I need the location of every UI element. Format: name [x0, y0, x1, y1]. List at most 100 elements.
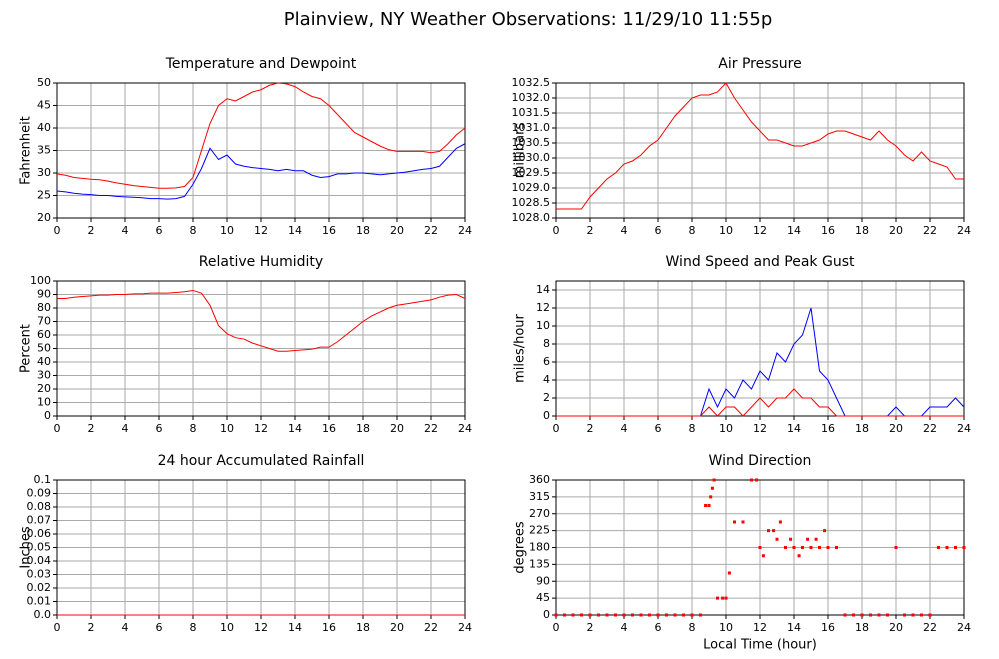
data-point [554, 613, 558, 617]
data-point [784, 546, 787, 549]
y-tick-label: 80 [37, 301, 51, 314]
x-tick-label: 4 [621, 224, 628, 237]
data-point [571, 613, 575, 617]
y-tick-label: 0 [543, 409, 550, 422]
data-point [605, 613, 609, 617]
x-tick-label: 0 [553, 621, 560, 634]
x-tick-label: 6 [156, 224, 163, 237]
x-tick-label: 22 [424, 224, 438, 237]
data-point [886, 613, 889, 617]
y-tick-label: 180 [529, 541, 550, 554]
data-point [699, 613, 702, 617]
x-tick-label: 22 [424, 621, 438, 634]
x-tick-label: 8 [689, 621, 696, 634]
data-line [556, 388, 964, 417]
x-tick-label: 10 [220, 621, 234, 634]
x-tick-label: 24 [957, 224, 971, 237]
data-point [801, 546, 804, 549]
data-point [814, 537, 818, 541]
panel-title: Air Pressure [718, 56, 801, 72]
y-tick-label: 45 [536, 591, 550, 604]
x-tick-label: 6 [156, 621, 163, 634]
y-tick-label: 0.05 [27, 541, 52, 554]
data-line [556, 82, 964, 210]
data-point [962, 546, 966, 549]
y-tick-label: 4 [543, 373, 550, 386]
y-tick-label: 0.03 [27, 568, 52, 581]
y-tick-label: 70 [37, 315, 51, 328]
y-tick-label: 0.06 [27, 527, 52, 540]
data-point [750, 478, 753, 482]
x-tick-label: 0 [553, 224, 560, 237]
y-tick-label: 50 [37, 342, 51, 355]
y-tick-label: 360 [529, 473, 550, 486]
x-tick-label: 12 [254, 224, 268, 237]
x-tick-label: 8 [689, 422, 696, 435]
data-point [727, 571, 731, 575]
x-tick-label: 8 [190, 422, 197, 435]
y-tick-label: 14 [536, 283, 550, 296]
x-tick-label: 14 [288, 422, 302, 435]
data-line [56, 143, 466, 200]
x-tick-label: 14 [288, 224, 302, 237]
data-point [724, 596, 728, 600]
x-tick-label: 22 [424, 422, 438, 435]
x-tick-label: 4 [621, 621, 628, 634]
y-tick-label: 1032.0 [512, 91, 551, 104]
y-tick-label: 45 [37, 99, 51, 112]
y-tick-label: 0.01 [27, 595, 52, 608]
y-tick-label: 20 [37, 382, 51, 395]
data-point [928, 613, 932, 617]
data-point [843, 613, 847, 617]
data-point [665, 613, 668, 617]
data-point [733, 520, 736, 524]
x-tick-label: 2 [88, 224, 95, 237]
x-tick-label: 0 [553, 422, 560, 435]
x-tick-label: 20 [390, 224, 404, 237]
y-tick-label: 10 [536, 319, 550, 332]
x-tick-label: 18 [356, 224, 370, 237]
y-axis-label: millibars [513, 123, 528, 179]
y-tick-label: 90 [536, 574, 550, 587]
y-axis-label: miles/hour [513, 313, 528, 382]
data-point [710, 486, 714, 490]
x-tick-label: 6 [156, 422, 163, 435]
data-point [755, 478, 759, 482]
panel-title: Temperature and Dewpoint [165, 56, 357, 72]
x-tick-label: 12 [254, 621, 268, 634]
data-point [614, 613, 617, 617]
y-tick-label: 6 [543, 355, 550, 368]
x-tick-label: 18 [356, 621, 370, 634]
y-tick-label: 30 [37, 166, 51, 179]
x-tick-label: 18 [356, 422, 370, 435]
data-point [761, 554, 765, 558]
x-tick-label: 14 [787, 224, 801, 237]
x-tick-label: 12 [753, 224, 767, 237]
panel-title: Wind Direction [709, 453, 812, 469]
data-point [835, 546, 838, 549]
y-tick-label: 1028.0 [512, 211, 551, 224]
panel-title: Relative Humidity [199, 254, 323, 270]
data-point [797, 554, 801, 558]
data-point [580, 613, 583, 617]
data-point [877, 613, 881, 617]
y-tick-label: 40 [37, 355, 51, 368]
y-tick-label: 0.1 [34, 473, 52, 486]
x-tick-label: 2 [88, 422, 95, 435]
y-tick-label: 1029.0 [512, 181, 551, 194]
x-tick-label: 22 [923, 621, 937, 634]
y-tick-label: 1030.5 [512, 136, 551, 149]
y-tick-label: 12 [536, 301, 550, 314]
y-tick-label: 0.07 [27, 514, 52, 527]
data-line [56, 82, 466, 189]
y-tick-label: 20 [37, 211, 51, 224]
x-tick-label: 4 [122, 224, 129, 237]
x-tick-label: 16 [322, 621, 336, 634]
plot-frame [555, 280, 965, 417]
y-axis-label: Fahrenheit [19, 116, 34, 185]
y-tick-label: 225 [529, 524, 550, 537]
data-point [772, 529, 776, 533]
x-tick-label: 10 [220, 224, 234, 237]
data-point [656, 613, 660, 617]
data-point [704, 504, 708, 507]
